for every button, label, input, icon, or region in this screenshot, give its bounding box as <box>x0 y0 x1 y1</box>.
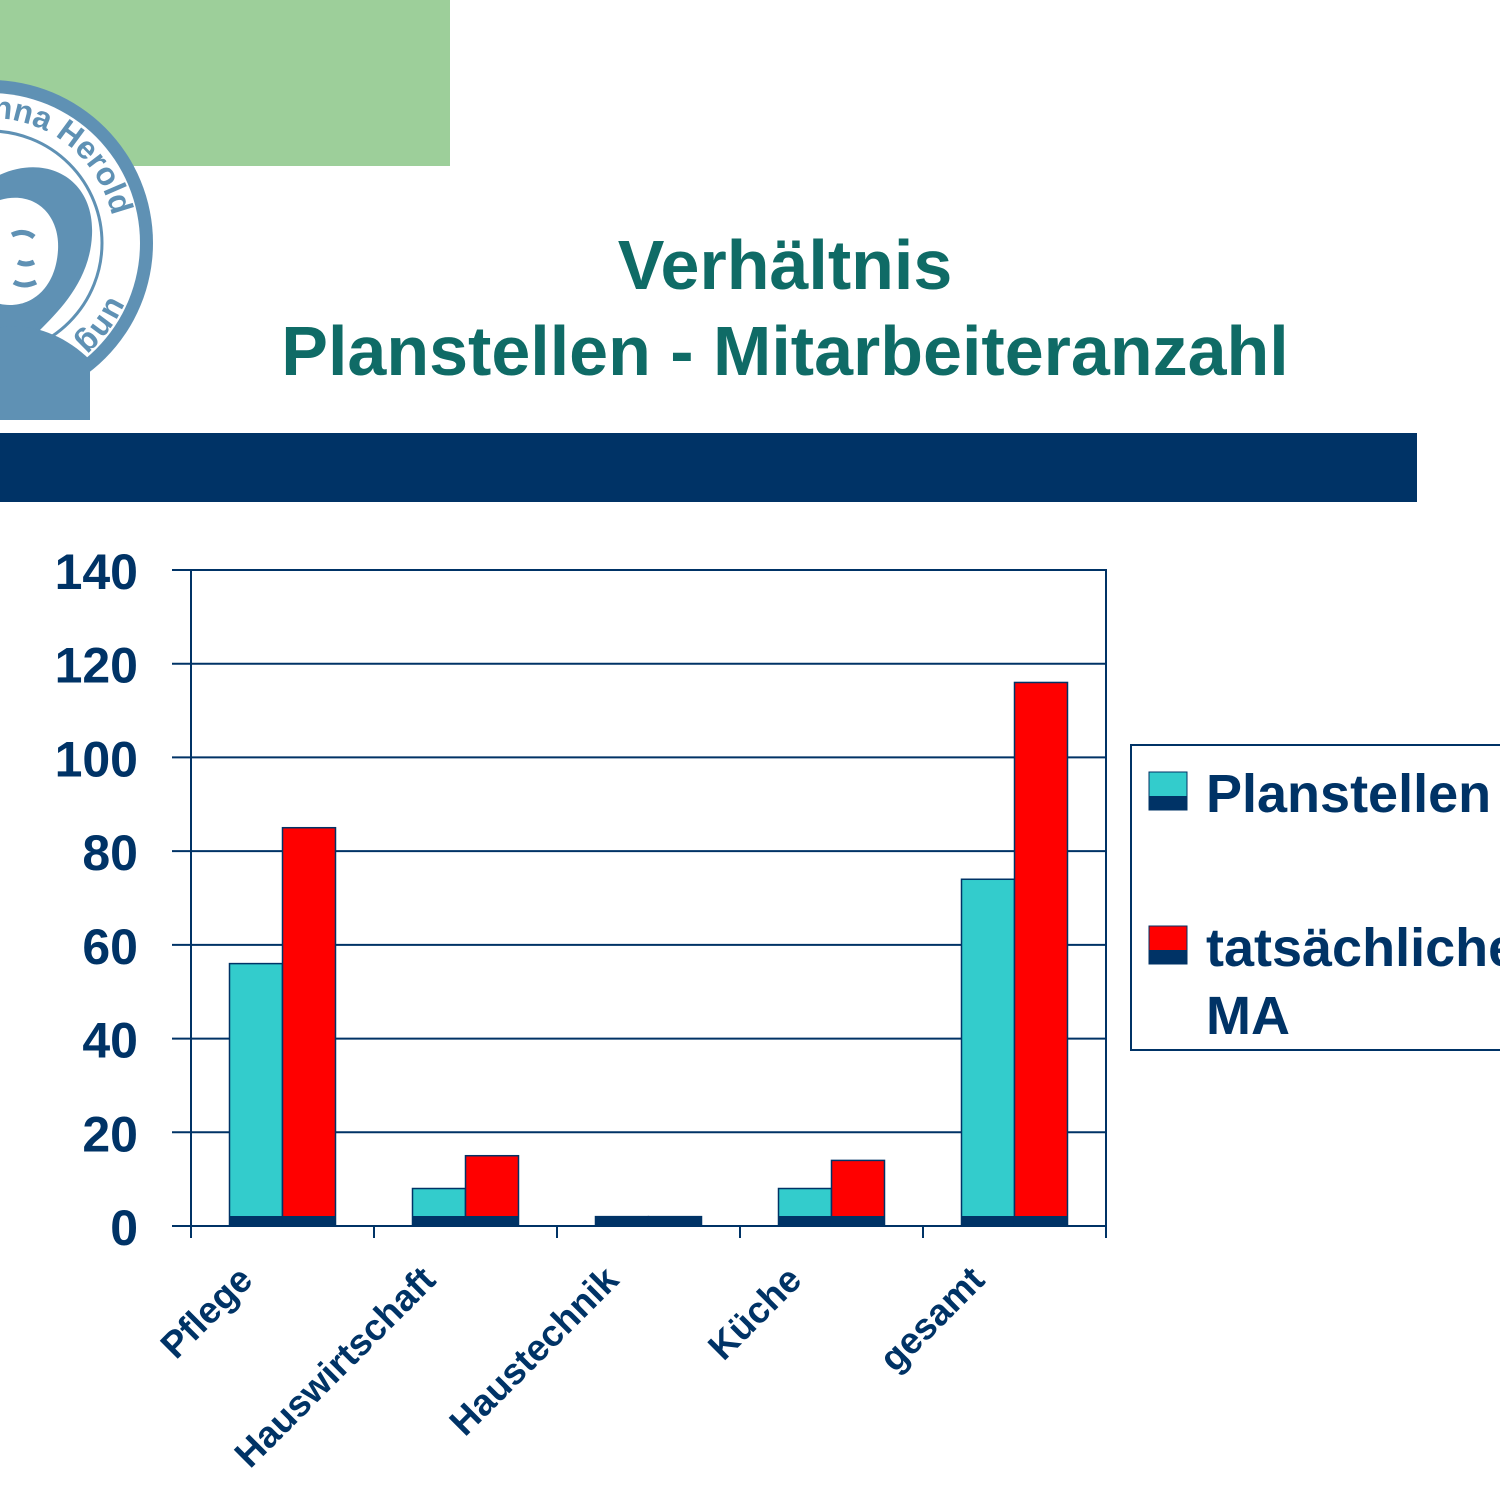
bar-base <box>648 1216 702 1226</box>
bar-base <box>778 1216 832 1226</box>
legend-box <box>1130 744 1500 1051</box>
bar-base <box>595 1216 649 1226</box>
legend-label-line: tatsächliche <box>1206 918 1500 978</box>
bar-base <box>831 1216 885 1226</box>
bar-base <box>961 1216 1015 1226</box>
legend-label: Planstellen <box>1206 764 1491 824</box>
y-tick-label: 0 <box>110 1200 138 1256</box>
y-tick-label: 60 <box>82 919 138 975</box>
y-tick-label: 20 <box>82 1106 138 1162</box>
legend-label-line: MA <box>1206 986 1290 1046</box>
bar-tats-chliche-ma-hauswirtschaft <box>464 1154 520 1227</box>
x-category-label: Pflege <box>153 1259 261 1367</box>
bar-base <box>465 1216 519 1226</box>
bar-planstellen-pflege <box>228 962 284 1227</box>
slide-title: Verhältnis Planstellen - Mitarbeiteranza… <box>120 222 1450 394</box>
plot-area <box>190 569 1107 1227</box>
bar-tats-chliche-ma-k-che <box>830 1159 886 1227</box>
bar-base <box>282 1216 336 1226</box>
x-category-label: Haustechnik <box>442 1258 627 1443</box>
chart-legend: Planstellen tatsächliche MA <box>1130 744 1500 1051</box>
foundation-seal-logo: nna Herold ung Karlstadt <box>0 0 170 420</box>
bar-base <box>229 1216 283 1226</box>
bar-chart: 0 20 40 60 80 100 120 140 PflegeHauswirtschaftHa… <box>55 544 1500 1476</box>
legend-label: tatsächliche MA <box>1206 918 1500 1046</box>
legend-swatch-base <box>1149 950 1187 964</box>
header-divider-band <box>0 433 1417 502</box>
y-tick-label: 120 <box>55 638 138 694</box>
y-tick-label: 40 <box>82 1013 138 1069</box>
x-category-label: Küche <box>700 1259 809 1368</box>
y-tick-label: 100 <box>55 731 138 787</box>
slide-title-line-1: Verhältnis <box>617 226 953 304</box>
bar-base <box>412 1216 466 1226</box>
slide-title-line-2: Planstellen - Mitarbeiteranzahl <box>281 312 1289 390</box>
y-tick-label: 80 <box>82 825 138 881</box>
legend-swatch-base <box>1149 796 1187 810</box>
bar-base <box>1014 1216 1068 1226</box>
bar-planstellen-gesamt <box>960 878 1016 1227</box>
y-tick-label: 140 <box>55 544 138 600</box>
x-category-label: Hauswirtschaft <box>227 1259 444 1476</box>
bar-tats-chliche-ma-gesamt <box>1013 681 1069 1227</box>
x-category-label: gesamt <box>872 1259 993 1380</box>
bar-tats-chliche-ma-pflege <box>281 826 337 1227</box>
